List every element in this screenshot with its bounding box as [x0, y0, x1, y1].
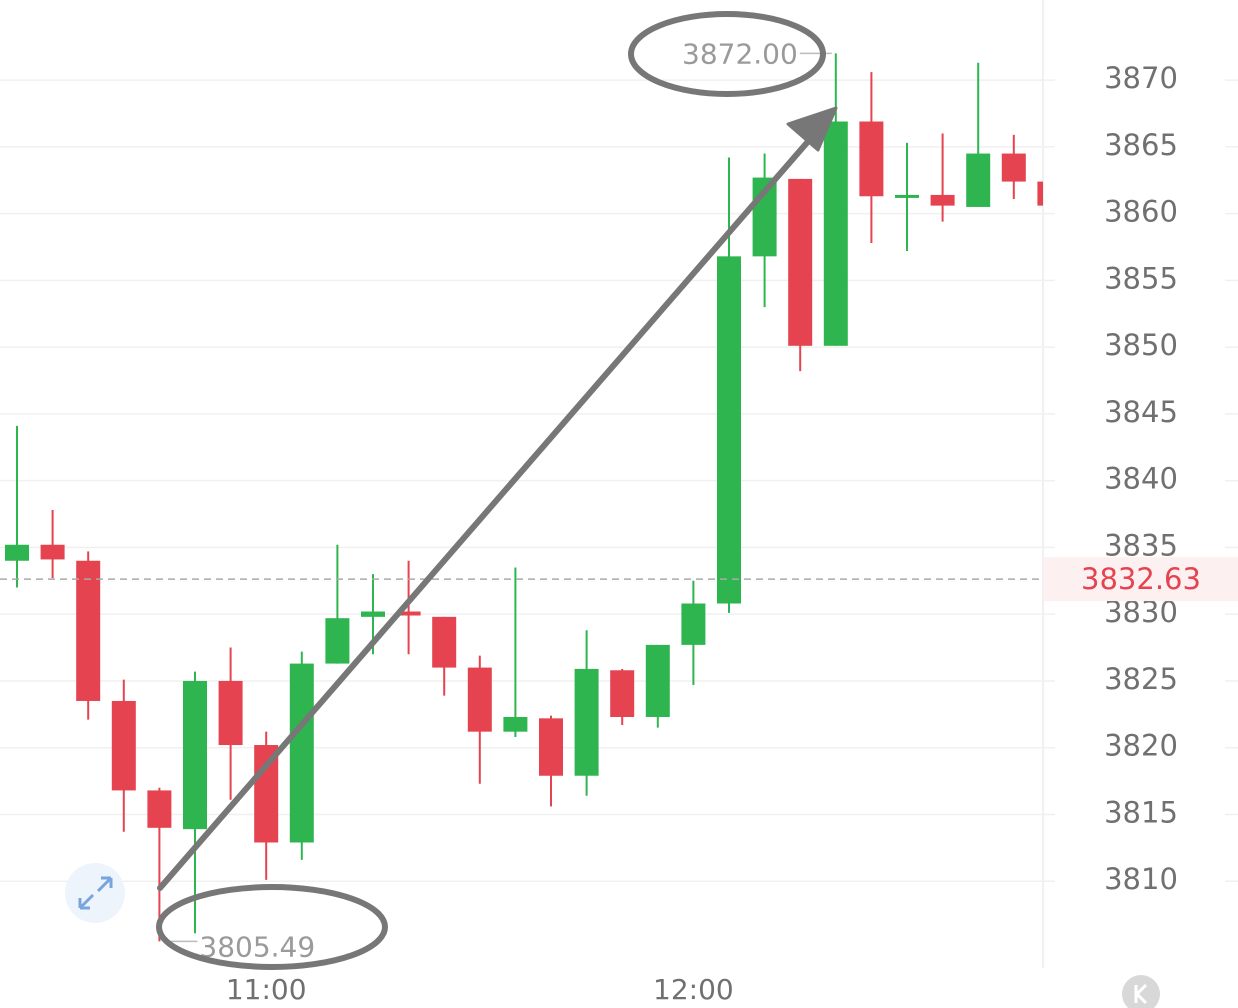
expand-button[interactable] [65, 863, 125, 923]
low-label: 3805.49 [199, 930, 315, 963]
candle-body [1037, 181, 1043, 206]
candle-body [503, 716, 528, 732]
high-label: 3872.00 [682, 37, 798, 70]
candle-body [325, 618, 350, 664]
y-tick-label: 3815 [1104, 795, 1178, 829]
y-tick-label: 3825 [1104, 662, 1178, 696]
candle-body [681, 603, 706, 645]
candle-body [5, 544, 29, 561]
candle-body [610, 670, 635, 717]
candle-body [823, 121, 848, 346]
candle-body [645, 644, 670, 717]
candle-body [147, 790, 172, 828]
expand-icon [78, 876, 113, 910]
annotation-oval [628, 11, 826, 97]
candle-body [788, 178, 813, 346]
candle-body [396, 611, 421, 616]
y-tick-label: 3870 [1104, 61, 1178, 95]
candle-body [717, 256, 741, 604]
candle-body [966, 153, 991, 207]
candle-body [432, 616, 457, 668]
x-tick-label: 12:00 [653, 973, 734, 1006]
y-tick-label: 3865 [1104, 128, 1178, 162]
candle-body [289, 663, 314, 843]
candle-body [895, 194, 919, 198]
y-tick-label: 3810 [1104, 862, 1178, 896]
y-tick-label: 3860 [1104, 195, 1178, 229]
candle-body [467, 667, 492, 732]
x-tick-label: 11:00 [226, 973, 307, 1006]
candle-body [859, 121, 884, 197]
y-tick-label: 3835 [1104, 528, 1178, 562]
y-tick-label: 3855 [1104, 261, 1178, 295]
current-price-box [1043, 557, 1238, 602]
y-tick-label: 3820 [1104, 729, 1178, 763]
candle-body [1001, 153, 1026, 182]
k-icon [1134, 983, 1148, 1005]
annotation-arrowhead [786, 106, 838, 152]
y-tick-label: 3845 [1104, 395, 1178, 429]
y-tick-label: 3840 [1104, 462, 1178, 496]
y-tick-label: 3850 [1104, 328, 1178, 362]
candle-body [76, 560, 101, 701]
candle-body [111, 700, 136, 791]
annotation-oval [156, 884, 388, 970]
candle-body [183, 680, 207, 830]
candle-body [361, 611, 385, 617]
candle-body [574, 668, 599, 776]
candle-body [539, 718, 563, 776]
candle-body [930, 194, 955, 206]
candle-body [40, 544, 65, 560]
annotation-arrow [157, 127, 821, 891]
candle-body [218, 680, 243, 746]
current-price-label: 3832.63 [1081, 562, 1201, 596]
